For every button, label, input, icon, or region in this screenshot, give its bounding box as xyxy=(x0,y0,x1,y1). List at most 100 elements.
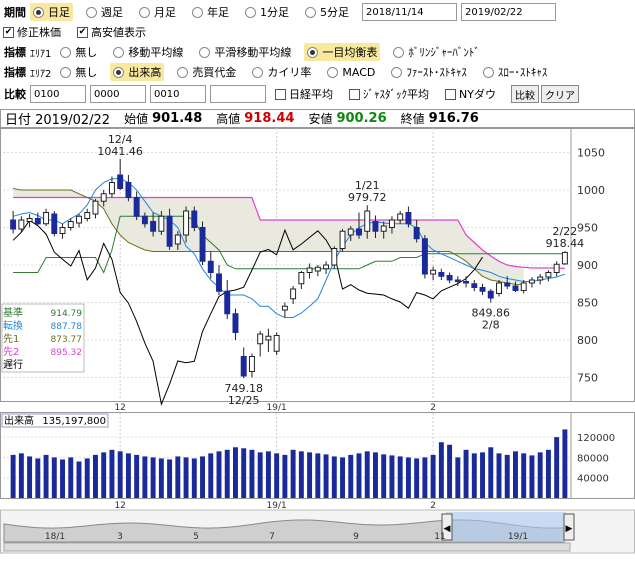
period-option-2[interactable]: 月足 xyxy=(136,3,179,21)
radio-icon xyxy=(33,6,44,18)
candle xyxy=(26,214,33,228)
candle xyxy=(67,218,74,231)
legend-label: 先2 xyxy=(3,346,19,358)
candle-body xyxy=(51,213,58,234)
date-from-input[interactable] xyxy=(362,3,457,21)
compare-check-0[interactable]: 日経平均 xyxy=(272,85,336,103)
candle xyxy=(59,223,66,239)
volume-bar xyxy=(150,457,156,498)
volume-bar xyxy=(521,453,527,498)
compare-button[interactable]: 比較 xyxy=(510,85,539,103)
high-low-checkbox[interactable]: ✔ 高安値表示 xyxy=(74,23,149,41)
area2-option-6[interactable]: ｽﾛｰ･ｽﾄｷｬｽ xyxy=(480,63,551,81)
candle-body xyxy=(454,279,461,282)
annotation-value: 749.18 xyxy=(224,382,263,395)
volume-bar xyxy=(216,451,222,498)
volume-bar xyxy=(93,454,98,498)
candle-body xyxy=(34,218,41,225)
volume-bar xyxy=(35,458,41,498)
adjusted-price-checkbox[interactable]: ✔ 修正株価 xyxy=(0,23,64,41)
area1-option-3[interactable]: 一目均衡表 xyxy=(304,43,381,61)
compare-check-1[interactable]: ｼﾞｬｽﾀﾞｯｸ平均 xyxy=(346,85,432,103)
volume-bar xyxy=(183,457,189,498)
candle xyxy=(471,280,478,292)
candle xyxy=(108,176,115,198)
navigator-selection xyxy=(446,512,566,542)
volume-bar xyxy=(134,454,140,498)
area2-option-0[interactable]: 無し xyxy=(57,63,100,81)
period-option-label: 月足 xyxy=(154,6,176,19)
high-low-label: 高安値表示 xyxy=(91,26,146,39)
candle-body xyxy=(306,267,313,273)
area2-option-3[interactable]: カイリ率 xyxy=(249,63,314,81)
period-option-3[interactable]: 年足 xyxy=(189,3,232,21)
volume-x-tick-label: 12 xyxy=(114,501,125,511)
area1-option-2[interactable]: 平滑移動平均線 xyxy=(196,43,294,61)
navigator-label: 11 xyxy=(434,532,445,542)
annotation-value: 849.86 xyxy=(472,307,511,320)
volume-bar xyxy=(373,452,378,498)
radio-icon xyxy=(192,6,203,18)
candle xyxy=(281,302,288,318)
area1-option-0[interactable]: 無し xyxy=(57,43,100,61)
area1-option-4[interactable]: ﾎﾞﾘﾝｼﾞｬｰﾊﾞﾝﾄﾞ xyxy=(390,43,483,61)
candle xyxy=(265,328,272,352)
volume-bar xyxy=(101,452,107,498)
period-option-5[interactable]: 5分足 xyxy=(302,3,352,21)
volume-tick-label: 120000 xyxy=(577,433,615,444)
period-option-label: 週足 xyxy=(101,6,123,19)
volume-bar xyxy=(142,456,148,498)
compare-check-2[interactable]: NYダウ xyxy=(442,85,499,103)
area1-option-label: ﾎﾞﾘﾝｼﾞｬｰﾊﾞﾝﾄﾞ xyxy=(408,46,480,59)
candle xyxy=(413,220,420,243)
candle-body xyxy=(537,276,544,281)
candle-body xyxy=(216,273,222,292)
area2-option-label: カイリ率 xyxy=(267,66,312,79)
area2-option-2[interactable]: 売買代金 xyxy=(174,63,239,81)
period-option-1[interactable]: 週足 xyxy=(83,3,126,21)
candle xyxy=(117,158,124,190)
candle-body xyxy=(512,285,519,291)
candle-body xyxy=(380,225,387,232)
candle-body xyxy=(133,197,140,217)
period-option-0[interactable]: 日足 xyxy=(30,3,73,21)
check-icon: ✔ xyxy=(3,26,14,38)
volume-bar xyxy=(10,454,16,498)
compare-code-2[interactable] xyxy=(90,85,146,103)
period-option-4[interactable]: 1分足 xyxy=(242,3,292,21)
adjusted-price-label: 修正株価 xyxy=(17,26,61,39)
area2-option-1[interactable]: 出来高 xyxy=(110,63,165,81)
volume-bar xyxy=(175,456,181,498)
area2-option-5[interactable]: ﾌｧｰｽﾄ･ｽﾄｷｬｽ xyxy=(388,63,470,81)
compare-code-3[interactable] xyxy=(150,85,206,103)
candle xyxy=(446,272,453,283)
volume-bar xyxy=(397,456,403,498)
radio-icon xyxy=(60,46,72,58)
radio-icon xyxy=(113,46,125,58)
volume-bar xyxy=(241,448,247,498)
candle xyxy=(183,206,190,243)
compare-code-4[interactable] xyxy=(210,85,266,103)
annotation-label: 12/4 xyxy=(108,133,133,146)
candle xyxy=(232,308,239,340)
area1-option-1[interactable]: 移動平均線 xyxy=(110,43,186,61)
candle-body xyxy=(487,290,494,299)
volume-bar xyxy=(167,459,173,498)
candle xyxy=(43,208,50,226)
date-to-input[interactable] xyxy=(461,3,556,21)
candle-body xyxy=(92,200,99,215)
candle xyxy=(504,276,511,289)
clear-button[interactable]: クリア xyxy=(540,85,579,103)
candle xyxy=(51,211,58,237)
navigator-label: 19/1 xyxy=(508,532,528,542)
candle-body xyxy=(248,356,255,372)
radio-icon xyxy=(245,6,256,18)
candle xyxy=(479,283,486,295)
area2-sub: ｴﾘｱ2 xyxy=(30,68,52,80)
candle xyxy=(372,215,379,238)
radio-icon xyxy=(327,66,339,78)
candle-body xyxy=(10,219,17,230)
compare-code-1[interactable] xyxy=(30,85,86,103)
area2-option-4[interactable]: MACD xyxy=(324,63,378,81)
candle-body xyxy=(43,212,50,225)
